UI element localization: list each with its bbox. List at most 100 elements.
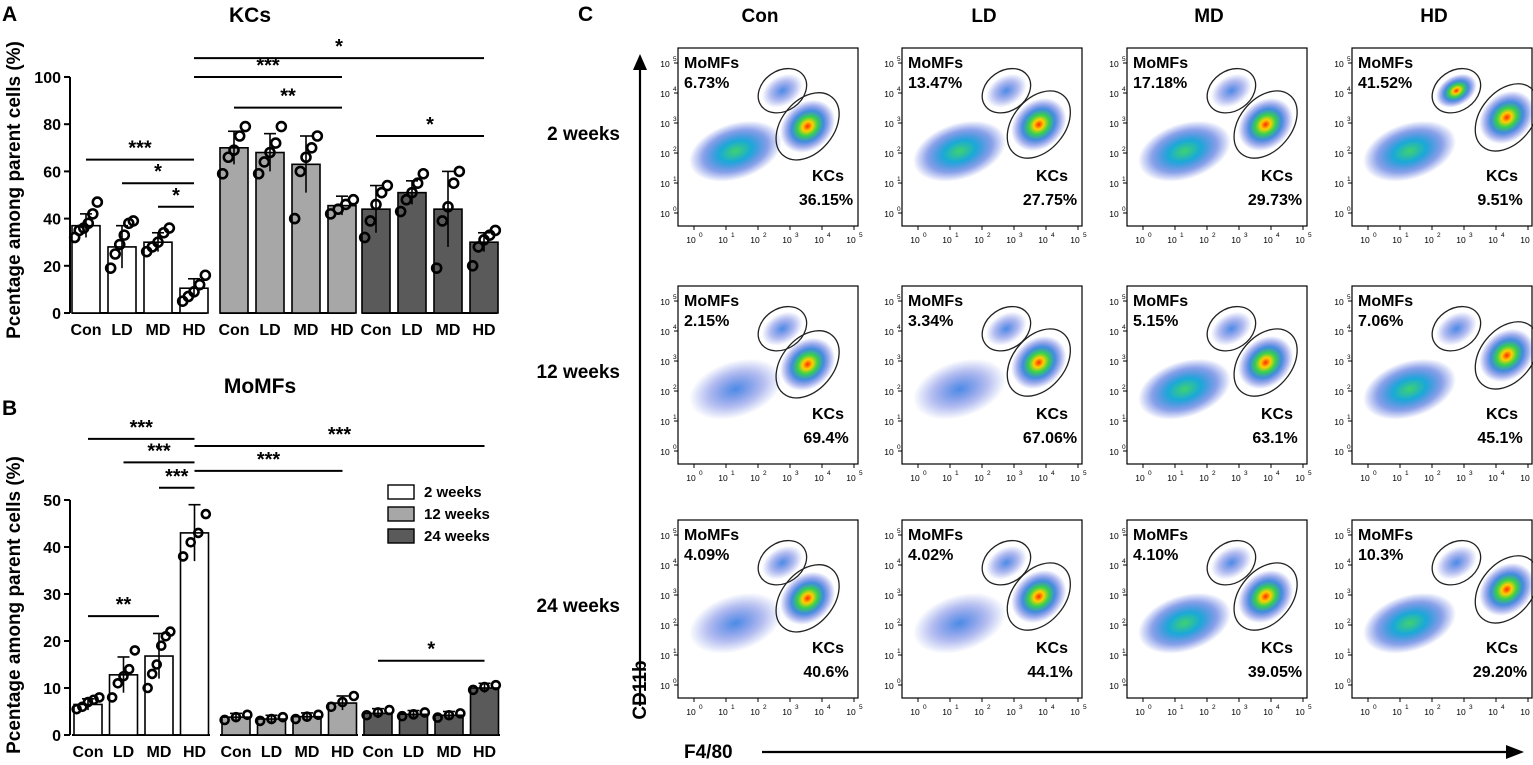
- y-tick-base: 10: [884, 417, 894, 427]
- x-tick-exponent: 4: [1276, 470, 1280, 477]
- population-cloud: [1363, 592, 1457, 654]
- x-arrowhead: [1506, 745, 1524, 759]
- data-point: [177, 551, 189, 562]
- y-tick-base: 10: [1334, 89, 1344, 99]
- population-cloud: [1363, 120, 1457, 182]
- significance-label: ***: [130, 417, 154, 439]
- y-tick-exponent: 0: [1122, 444, 1126, 451]
- momfs-gate: [1431, 539, 1482, 586]
- panel-label-b: B: [2, 397, 17, 420]
- x-tick-base: 10: [814, 235, 824, 245]
- y-tick-base: 10: [884, 387, 894, 397]
- y-tick-exponent: 0: [1122, 206, 1126, 213]
- y-tick-base: 10: [660, 387, 670, 397]
- bar: [397, 191, 427, 314]
- y-tick-exponent: 0: [673, 444, 677, 451]
- y-tick-base: 10: [1334, 297, 1344, 307]
- x-tick-base: 10: [1070, 707, 1080, 717]
- momfs-gate: [981, 67, 1032, 114]
- x-tick-base: 10: [1520, 235, 1530, 245]
- legend-swatch: [387, 484, 415, 500]
- x-tick-base: 10: [1360, 235, 1370, 245]
- y-tick-exponent: 5: [673, 294, 677, 301]
- y-tick-exponent: 4: [673, 558, 677, 565]
- y-tick-exponent: 5: [673, 528, 677, 535]
- x-tick-base: 10: [1456, 707, 1466, 717]
- kcs-percent: 9.51%: [1477, 192, 1522, 209]
- kc-cloud: [1479, 328, 1533, 383]
- y-axis-title: CD11b: [630, 660, 651, 719]
- flow-cytometry-grid: Con LD MD HD 2 weeks 12 weeks 24 weeks CD11b F4/…: [537, 6, 1533, 763]
- flow-column-label: LD: [971, 6, 996, 27]
- y-tick-exponent: 3: [897, 588, 901, 595]
- x-tick-base: 10: [718, 707, 728, 717]
- data-point: [361, 709, 372, 721]
- chart-title: KCs: [229, 4, 271, 27]
- x-tick-exponent: 5: [1308, 704, 1312, 711]
- x-tick-exponent: 3: [1244, 470, 1248, 477]
- x-tick-base: 10: [910, 473, 920, 483]
- y-tick-base: 10: [884, 681, 894, 691]
- y-tick-exponent: 1: [673, 648, 677, 655]
- y-tick-base: 10: [884, 591, 894, 601]
- x-tick-base: 10: [1167, 473, 1177, 483]
- data-point: [264, 146, 276, 159]
- kcs-percent: 45.1%: [1477, 430, 1522, 447]
- y-tick-base: 10: [1334, 591, 1344, 601]
- y-tick-exponent: 4: [1347, 324, 1351, 331]
- data-point: [453, 165, 466, 178]
- momfs-percent: 4.02%: [908, 547, 953, 564]
- y-tick-exponent: 2: [1122, 146, 1126, 153]
- x-tick-base: 10: [1070, 235, 1080, 245]
- x-tick-exponent: 2: [1212, 232, 1216, 239]
- x-tick-exponent: 1: [1405, 704, 1409, 711]
- momf-cloud: [761, 545, 803, 580]
- y-tick-base: 10: [884, 89, 894, 99]
- significance-label: **: [116, 594, 132, 616]
- y-tick-base: 10: [660, 89, 670, 99]
- x-tick-exponent: 3: [1019, 704, 1023, 711]
- y-tick-base: 10: [1334, 59, 1344, 69]
- y-tick-exponent: 5: [1122, 56, 1126, 63]
- data-point: [275, 120, 288, 133]
- kcs-percent: 36.15%: [799, 192, 853, 209]
- data-point: [337, 696, 348, 708]
- y-tick-exponent: 1: [673, 176, 677, 183]
- momfs-gate-label: MoMFs: [1358, 527, 1413, 544]
- data-point: [185, 536, 197, 548]
- kcs-gate-label: KCs: [1261, 640, 1293, 657]
- momf-cloud: [1210, 545, 1252, 580]
- x-tick-exponent: 0: [923, 470, 927, 477]
- y-tick-base: 10: [1109, 209, 1119, 219]
- kc-cloud: [779, 99, 836, 153]
- kc-cloud: [779, 571, 836, 625]
- x-axis-title: F4/80: [684, 742, 733, 763]
- y-tick-base: 10: [660, 119, 670, 129]
- x-tick-base: 10: [1424, 235, 1434, 245]
- x-tick-base: 10: [1488, 235, 1498, 245]
- y-tick-base: 10: [1109, 149, 1119, 159]
- y-tick-base: 10: [1334, 209, 1344, 219]
- x-tick-exponent: 1: [955, 704, 959, 711]
- y-tick-exponent: 0: [1347, 678, 1351, 685]
- y-tick-base: 10: [1109, 651, 1119, 661]
- y-tick-exponent: 4: [897, 558, 901, 565]
- momf-cloud: [1210, 73, 1252, 108]
- y-tick-exponent: 4: [1122, 558, 1126, 565]
- x-tick-base: 10: [782, 235, 792, 245]
- y-tick-label: 30: [43, 587, 61, 604]
- kcs-gate-label: KCs: [1486, 406, 1518, 423]
- x-tick-label: LD: [403, 744, 424, 761]
- y-tick-base: 10: [1109, 621, 1119, 631]
- y-tick-base: 10: [1334, 357, 1344, 367]
- y-tick-exponent: 2: [673, 146, 677, 153]
- x-tick-base: 10: [1456, 235, 1466, 245]
- x-tick-base: 10: [974, 235, 984, 245]
- x-tick-base: 10: [814, 707, 824, 717]
- x-tick-exponent: 3: [1469, 232, 1473, 239]
- flow-column-label: HD: [1420, 6, 1447, 27]
- x-tick-exponent: 0: [923, 704, 927, 711]
- y-tick-base: 10: [660, 591, 670, 601]
- momfs-gate: [1431, 305, 1482, 352]
